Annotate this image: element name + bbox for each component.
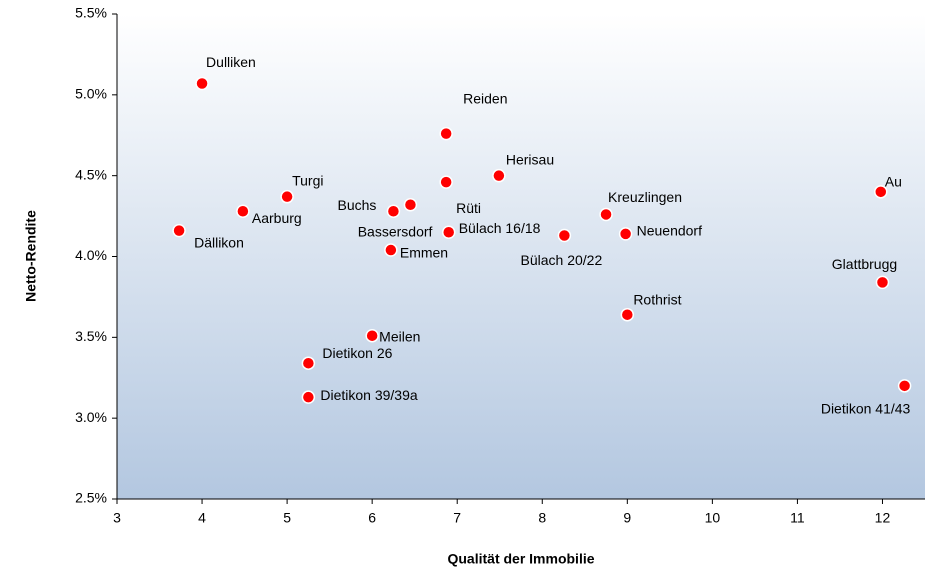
- point: [386, 204, 401, 218]
- point: [618, 227, 633, 241]
- point-label: Dietikon 39/39a: [320, 387, 418, 403]
- point: [897, 379, 912, 393]
- x-tick-label: 8: [538, 510, 546, 526]
- point: [439, 175, 453, 189]
- x-tick-label: 6: [368, 510, 376, 526]
- plot-area: [117, 14, 925, 499]
- x-tick-label: 7: [453, 510, 461, 526]
- point-label: Bassersdorf: [358, 223, 433, 239]
- point: [365, 328, 379, 343]
- point: [301, 356, 316, 370]
- point: [441, 225, 456, 239]
- point-label: Herisau: [506, 151, 554, 167]
- point: [439, 126, 453, 141]
- y-tick-label: 2.5%: [75, 490, 107, 506]
- x-tick-label: 9: [623, 510, 631, 526]
- point: [301, 390, 316, 404]
- point-label: Glattbrugg: [832, 256, 897, 272]
- point: [874, 185, 888, 199]
- y-tick-label: 5.0%: [75, 86, 107, 102]
- point-label: Neuendorf: [637, 223, 702, 239]
- point: [280, 189, 294, 204]
- x-tick-label: 3: [113, 510, 121, 526]
- point-label: Buchs: [337, 197, 376, 213]
- y-tick-label: 5.5%: [75, 5, 107, 21]
- x-tick-label: 4: [198, 510, 206, 526]
- y-tick-label: 3.5%: [75, 328, 107, 344]
- point-label: Bülach 16/18: [459, 220, 541, 236]
- point-label: Dulliken: [206, 54, 256, 70]
- point: [599, 207, 613, 222]
- x-axis-label: Qualität der Immobilie: [447, 551, 594, 567]
- x-tick-label: 5: [283, 510, 291, 526]
- y-axis-label: Netto-Rendite: [23, 210, 39, 302]
- point-label: Dietikon 26: [322, 345, 392, 361]
- point-label: Kreuzlingen: [608, 189, 682, 205]
- x-tick-label: 12: [875, 510, 891, 526]
- x-tick-label: 10: [705, 510, 721, 526]
- point-label: Bülach 20/22: [521, 252, 603, 268]
- point: [384, 243, 398, 257]
- y-tick-label: 4.5%: [75, 166, 107, 182]
- y-tick-label: 3.0%: [75, 409, 107, 425]
- point: [620, 307, 635, 322]
- point-label: Aarburg: [252, 210, 302, 226]
- point-label: Turgi: [292, 172, 323, 188]
- point-label: Rothrist: [633, 291, 681, 307]
- point: [557, 228, 572, 243]
- y-tick-label: 4.0%: [75, 247, 107, 263]
- point: [492, 168, 506, 183]
- point: [403, 198, 418, 212]
- point: [172, 223, 186, 238]
- point-label: Dällikon: [194, 234, 244, 250]
- point-label: Emmen: [400, 245, 448, 261]
- point-label: Reiden: [463, 90, 507, 106]
- point-label: Dietikon 41/43: [821, 401, 911, 417]
- point-label: Rüti: [456, 200, 481, 216]
- x-tick-label: 11: [790, 510, 805, 526]
- point: [875, 275, 890, 290]
- point-label: Meilen: [379, 328, 420, 344]
- point: [195, 76, 209, 91]
- point-label: Au: [885, 174, 902, 190]
- point: [236, 204, 250, 218]
